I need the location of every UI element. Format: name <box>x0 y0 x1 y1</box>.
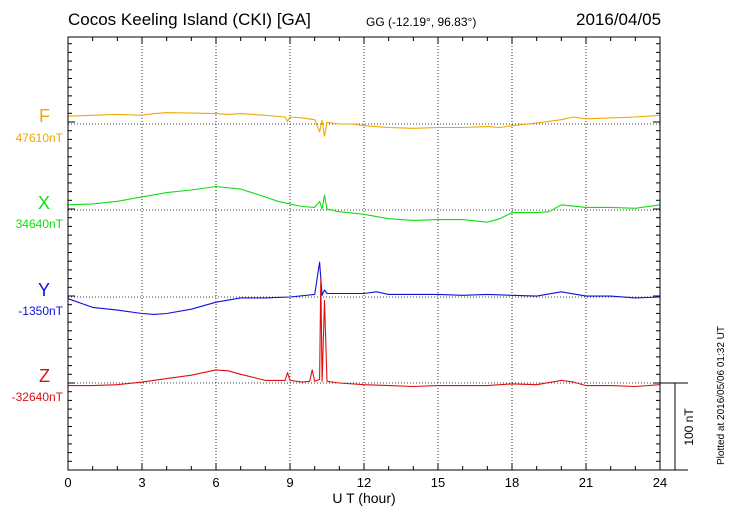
series-line-z <box>68 278 661 388</box>
series-label-f: F <box>39 106 50 126</box>
x-tick-label: 24 <box>653 475 667 490</box>
series-label-y: Y <box>37 280 50 300</box>
series-baseline-z: -32640nT <box>11 390 63 404</box>
x-tick-label: 18 <box>505 475 519 490</box>
series-baseline-y: -1350nT <box>18 304 63 318</box>
x-tick-label: 21 <box>579 475 593 490</box>
x-tick-label: 3 <box>138 475 145 490</box>
x-axis-label: U T (hour) <box>332 490 395 506</box>
scale-bar-label: 100 nT <box>682 408 696 446</box>
chart-date: 2016/04/05 <box>576 10 662 29</box>
x-tick-labels: 0 3 6 9 12 15 18 21 24 <box>64 475 667 490</box>
scale-bar: 100 nT <box>660 382 696 471</box>
x-tick-label: 12 <box>357 475 371 490</box>
x-tick-label: 0 <box>64 475 71 490</box>
series-line-x <box>67 185 661 223</box>
station-title: Cocos Keeling Island (CKI) [GA] <box>68 10 311 29</box>
series-baseline-x: 34640nT <box>15 217 63 231</box>
series-lines <box>67 112 661 388</box>
plotted-timestamp: Plotted at 2016/05/06 01:32 UT <box>716 326 727 465</box>
series-label-x: X <box>37 193 50 213</box>
x-tick-label: 15 <box>431 475 445 490</box>
x-tick-label: 6 <box>212 475 219 490</box>
series-label-z: Z <box>39 366 50 386</box>
grid-lines <box>141 37 587 470</box>
station-coordinates: GG (-12.19°, 96.83°) <box>366 15 477 29</box>
series-line-f <box>67 112 661 137</box>
series-line-y <box>67 261 661 315</box>
series-baseline-f: 47610nT <box>15 131 63 145</box>
axis-ticks <box>67 37 661 471</box>
x-tick-label: 9 <box>286 475 293 490</box>
